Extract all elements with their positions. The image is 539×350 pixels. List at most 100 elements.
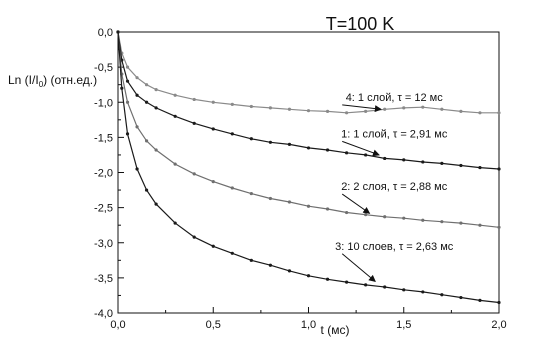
series-point: [421, 218, 425, 222]
series-labels: 4: 1 слой, τ = 12 мс 1: 1 слой, τ = 2,91 …: [335, 92, 454, 283]
series-point: [478, 111, 482, 115]
series-point: [211, 127, 215, 131]
series-point: [306, 146, 311, 150]
series-point: [230, 132, 234, 136]
series-point: [325, 109, 330, 113]
series-point: [459, 295, 463, 300]
series-point: [345, 210, 349, 215]
series-point: [268, 263, 272, 267]
series-line-2: [117, 31, 500, 170]
series-point: [383, 156, 387, 161]
series-point: [459, 221, 463, 225]
series-point: [287, 269, 292, 273]
series-point: [125, 132, 130, 136]
y-axis-title: Ln (I/I0) (отн.ед.): [8, 73, 97, 89]
series-point: [345, 111, 349, 115]
series-label-2: 1: 1 слой, τ = 2,91 мс: [341, 128, 448, 140]
series-point: [230, 102, 234, 106]
series-point: [440, 107, 444, 111]
series-point: [249, 191, 253, 196]
y-tick-label: -2,5: [94, 203, 113, 215]
series-point: [192, 121, 196, 125]
series-point: [144, 139, 149, 143]
x-axis-title: t (мс): [321, 323, 350, 337]
series-point: [125, 65, 130, 69]
series-point: [230, 251, 234, 255]
series-point: [497, 300, 501, 305]
chart-title: T=100 K: [326, 14, 395, 34]
series-point: [192, 235, 196, 239]
series-point: [497, 225, 501, 229]
series-point: [402, 106, 406, 110]
y-axis: 0,0 -0,5 -1,0 -1,5 -2,0 -2,5 -3,0 -3,5 -4,0: [94, 27, 124, 320]
series-point: [211, 180, 215, 184]
y-tick-label: -3,0: [94, 238, 113, 250]
series-point: [383, 107, 387, 111]
x-tick-label: 0,5: [206, 319, 221, 331]
series-point: [192, 172, 196, 176]
series-point: [287, 107, 292, 111]
y-tick-label: -0,5: [94, 62, 113, 74]
series-point: [125, 79, 130, 83]
series-point: [144, 100, 149, 104]
series-arrow-2: [342, 140, 380, 157]
series-point: [135, 76, 139, 80]
series-point: [459, 109, 463, 113]
series-point: [364, 109, 368, 113]
y-tick-label: 0,0: [98, 27, 113, 39]
series-line-3: [117, 31, 500, 228]
series-point: [402, 158, 406, 162]
series-point: [249, 137, 253, 141]
series-point: [154, 106, 158, 110]
y-tick-label: -4,0: [94, 308, 113, 320]
series-point: [249, 258, 253, 262]
series-point: [287, 142, 292, 146]
series-point: [325, 277, 330, 281]
series-line-1: [117, 31, 499, 114]
series-arrow-1: [342, 104, 382, 113]
series-point: [306, 274, 311, 278]
series-point: [154, 202, 158, 206]
series-label-4: 3: 10 слоев, τ = 2,63 мс: [335, 241, 454, 253]
series-arrow-4: [341, 253, 376, 283]
y-axis-title-subscript: 0: [39, 80, 44, 89]
series-point: [364, 283, 368, 287]
series-label-3: 2: 2 слоя, τ = 2,88 мс: [341, 181, 448, 193]
series-point: [154, 88, 158, 92]
series-point: [249, 104, 253, 109]
series-point: [173, 93, 177, 97]
series-point: [230, 186, 234, 190]
series-arrow-3: [341, 193, 371, 214]
y-tick-label: -1,0: [94, 97, 113, 109]
series-point: [173, 162, 177, 166]
series-point: [135, 125, 139, 129]
series-line-4: [117, 31, 500, 304]
series-point: [211, 244, 215, 248]
series-point: [383, 215, 387, 219]
series-point: [268, 140, 272, 144]
y-tick-label: -1,5: [94, 132, 113, 144]
series-point: [325, 148, 330, 152]
series-point: [440, 220, 444, 224]
series-point: [478, 298, 482, 302]
series-point: [268, 106, 272, 110]
series-point: [125, 100, 130, 104]
series-point: [287, 200, 292, 204]
series-point: [421, 105, 425, 109]
series-point: [364, 153, 368, 157]
series-point: [421, 290, 425, 294]
x-tick-label: 1,0: [301, 319, 316, 331]
plot-frame: [117, 31, 500, 314]
series-point: [421, 160, 425, 164]
series-point: [440, 293, 444, 297]
series-point: [440, 161, 444, 165]
series-point: [364, 213, 368, 217]
x-axis: 0,0 0,5 1,0 1,5 2,0: [110, 307, 507, 331]
series-point: [478, 223, 482, 227]
series-label-1: 4: 1 слой, τ = 12 мс: [346, 92, 444, 104]
series-point: [345, 280, 349, 284]
x-tick-label: 1,5: [396, 319, 411, 331]
series-layer: [116, 30, 501, 305]
series-point: [144, 83, 149, 87]
series-point: [306, 109, 311, 113]
